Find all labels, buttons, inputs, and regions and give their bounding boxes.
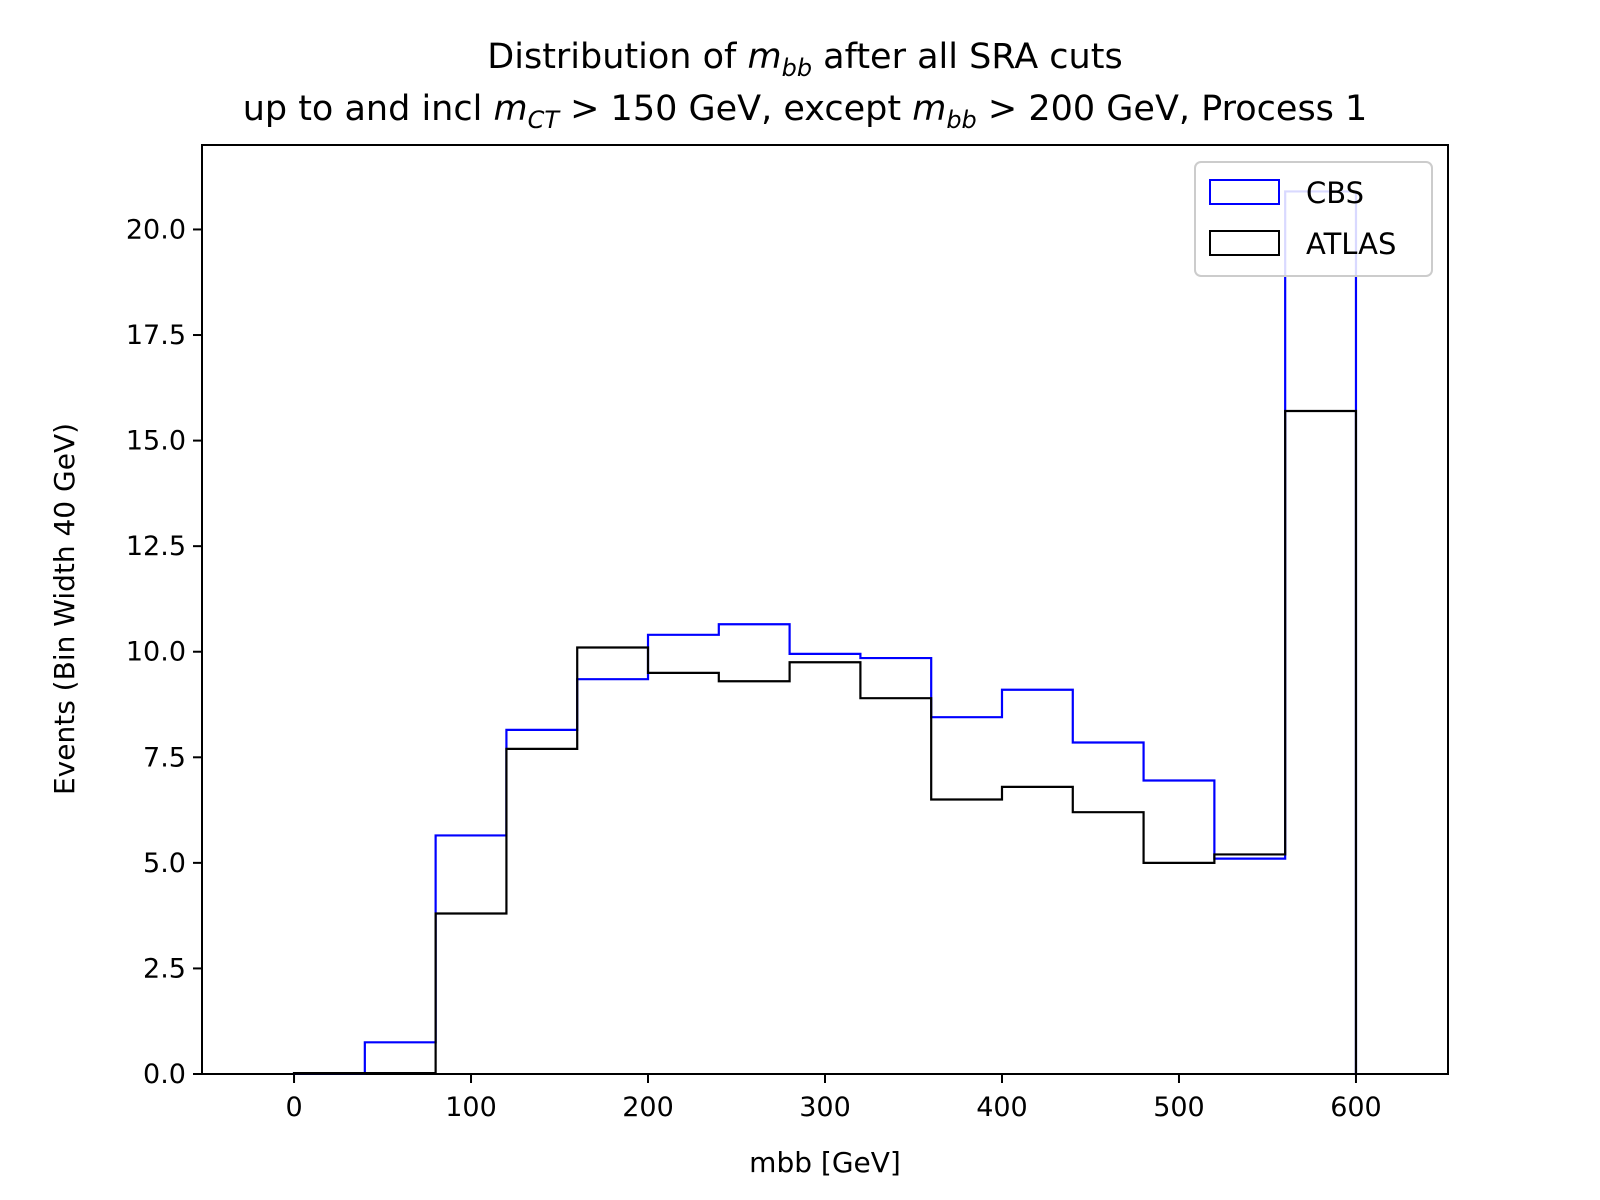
title-line-2-mbb: m <box>912 89 946 129</box>
y-tick-label: 2.5 <box>143 953 186 984</box>
y-tick-label: 17.5 <box>126 320 186 351</box>
x-tick-label: 500 <box>1153 1092 1205 1123</box>
series-cbs-step <box>292 190 1358 1075</box>
y-tick-label: 5.0 <box>143 848 186 879</box>
legend-swatch-atlas <box>1209 230 1280 256</box>
title-line-2-mct-sub: CT <box>528 106 562 134</box>
x-tick-label: 200 <box>622 1092 674 1123</box>
y-tick-label: 12.5 <box>126 531 186 562</box>
y-tick-label: 10.0 <box>126 637 186 668</box>
x-tick-label: 0 <box>285 1092 302 1123</box>
x-tick-label: 100 <box>445 1092 497 1123</box>
y-axis-label: Events (Bin Width 40 GeV) <box>48 423 81 795</box>
y-tick-label: 0.0 <box>143 1059 186 1090</box>
title-line-2-b: > 150 GeV, except <box>559 89 912 129</box>
title-line-2-mbb-sub: bb <box>946 106 976 134</box>
title-line-2-a: up to and incl <box>243 89 494 129</box>
series-atlas-step <box>292 409 1358 1075</box>
x-tick-label: 400 <box>976 1092 1028 1123</box>
legend: CBS ATLAS <box>1194 161 1433 277</box>
chart-title-line-1: Distribution of mbb after all SRA cuts <box>487 37 1122 82</box>
y-tick-label: 7.5 <box>143 742 186 773</box>
x-axis-ticks: 0 100 200 300 400 500 600 <box>285 1074 1382 1123</box>
chart-title-line-2: up to and incl mCT > 150 GeV, except mbb… <box>243 89 1368 134</box>
y-axis-ticks: 0.0 2.5 5.0 7.5 10.0 12.5 15.0 17.5 20.0 <box>126 214 202 1090</box>
series-layer <box>292 190 1358 1075</box>
title-line-2-mct: m <box>493 89 527 129</box>
title-line-1-prefix: Distribution of <box>487 37 747 77</box>
title-line-1-suffix: after all SRA cuts <box>812 37 1123 77</box>
y-tick-label: 20.0 <box>126 214 186 245</box>
plot-area <box>201 144 1449 1075</box>
y-tick-label: 15.0 <box>126 426 186 457</box>
legend-swatch-cbs <box>1209 179 1280 205</box>
legend-label-atlas: ATLAS <box>1306 227 1396 261</box>
title-line-1-mbb-sub: bb <box>782 54 812 82</box>
legend-label-cbs: CBS <box>1306 176 1364 210</box>
title-line-2-c: > 200 GeV, Process 1 <box>977 89 1368 129</box>
x-tick-label: 300 <box>799 1092 851 1123</box>
legend-box <box>1194 161 1433 277</box>
x-tick-label: 600 <box>1330 1092 1382 1123</box>
title-line-1-mbb: m <box>747 37 781 77</box>
x-axis-label: mbb [GeV] <box>749 1146 901 1179</box>
